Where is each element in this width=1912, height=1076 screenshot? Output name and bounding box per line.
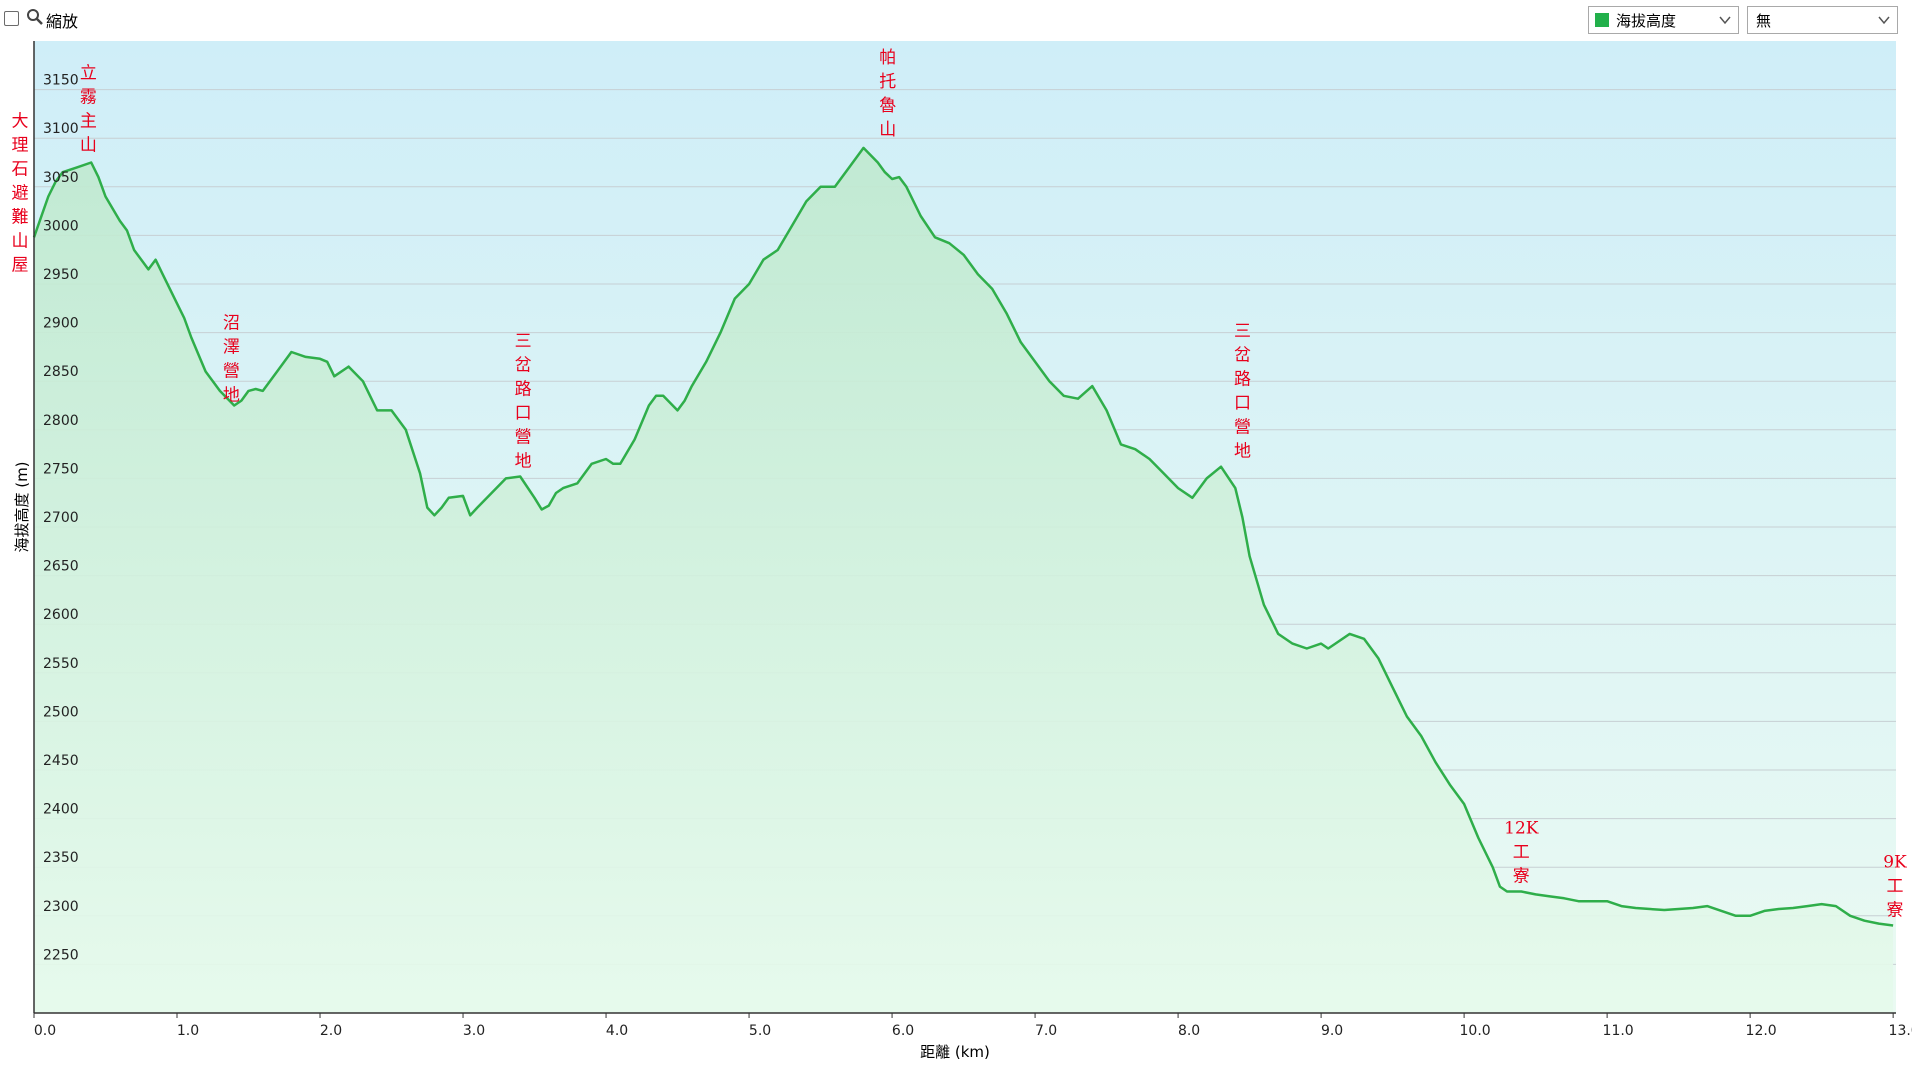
waypoint-label-char: 避 [12, 184, 29, 204]
waypoint-label-char: 石 [12, 160, 29, 180]
x-tick-label: 8.0 [1178, 1023, 1200, 1039]
waypoint-label-char: 12K [1504, 819, 1539, 839]
x-tick-label: 11.0 [1603, 1023, 1634, 1039]
waypoint-label-char: 口 [1234, 394, 1251, 414]
elevation-line [32, 146, 1894, 927]
x-tick-label: 0.0 [34, 1023, 56, 1039]
x-tick-label: 4.0 [606, 1023, 628, 1039]
chevron-down-icon [1878, 16, 1890, 25]
x-tick-label: 12.0 [1746, 1023, 1777, 1039]
waypoint-label-char: 立 [80, 64, 97, 84]
waypoint-label-char: 岔 [515, 355, 532, 375]
waypoint-label-char: 山 [12, 232, 29, 252]
waypoint-label-char: 營 [1234, 418, 1251, 438]
y-tick-label: 2750 [43, 461, 79, 477]
waypoint-label-char: 帕 [879, 48, 896, 68]
y-tick-label: 3100 [43, 121, 79, 137]
waypoint-label-char: 澤 [223, 337, 240, 357]
waypoint-label-char: 山 [879, 120, 896, 140]
waypoint-label: 12K 工寮 [1504, 819, 1539, 887]
zoom-checkbox[interactable] [4, 11, 19, 26]
x-tick-label: 1.0 [177, 1023, 199, 1039]
y-tick-label: 2300 [43, 899, 79, 915]
waypoint-label-char: 難 [12, 208, 29, 228]
y-tick-label: 2400 [43, 802, 79, 818]
waypoint-label-char: 三 [1234, 322, 1251, 342]
x-axis-title: 距離 (km) [920, 1043, 990, 1061]
waypoint-label-char: 口 [515, 403, 532, 423]
waypoint-label-char: 工 [1513, 843, 1530, 863]
x-tick-label: 13.0 [1889, 1023, 1912, 1039]
waypoint-label-char: 沼 [223, 313, 240, 333]
y-tick-label: 2950 [43, 267, 79, 283]
toolbar: 縮放 海拔高度 無 [0, 0, 1912, 40]
y-tick-label: 2700 [43, 510, 79, 526]
chevron-down-icon [1719, 16, 1731, 25]
y-tick-label: 2650 [43, 559, 79, 575]
elevation-chart[interactable]: 2250 2300 2350 2400 2450 2500 2550 2600 2650 2700… [0, 40, 1912, 1076]
waypoint-label-char: 路 [515, 379, 532, 399]
waypoint-label-char: 托 [879, 72, 896, 92]
waypoint-label-char: 屋 [12, 256, 29, 276]
y-tick-label: 3050 [43, 170, 79, 186]
waypoint-label-char: 霧 [80, 88, 97, 108]
y-tick-label: 2850 [43, 364, 79, 380]
waypoint-label-char: 寮 [1513, 867, 1530, 887]
y-tick-label: 2550 [43, 656, 79, 672]
zoom-label: 縮放 [46, 12, 79, 31]
waypoint-label: 9K 工寮 [1883, 853, 1907, 921]
waypoint-label-char: 路 [1234, 370, 1251, 390]
y-tick-label: 2350 [43, 850, 79, 866]
x-tick-labels: 0.0 1.0 2.0 3.0 4.0 5.0 6.0 7.0 8.0 9.0 10.0 11.0 12… [33, 1013, 1912, 1039]
waypoint-label-char: 營 [223, 361, 240, 381]
x-tick-label: 3.0 [463, 1023, 485, 1039]
x-tick-label: 5.0 [749, 1023, 771, 1039]
waypoint-label-char: 山 [80, 136, 97, 156]
y-tick-label: 2900 [43, 316, 79, 332]
x-tick-label: 6.0 [892, 1023, 914, 1039]
x-tick-label: 10.0 [1460, 1023, 1491, 1039]
compare-select-value: 無 [1756, 12, 1772, 30]
waypoint-label-char: 主 [80, 112, 97, 132]
y-tick-label: 3000 [43, 218, 79, 234]
series-color-swatch [1595, 13, 1609, 27]
waypoint-label-char: 理 [12, 136, 29, 156]
y-tick-label: 3150 [43, 73, 79, 89]
axes-frame [33, 41, 1896, 1014]
compare-select[interactable]: 無 [1747, 6, 1898, 34]
waypoint-label-char: 大 [12, 112, 29, 132]
y-tick-label: 2450 [43, 753, 79, 769]
y-tick-label: 2250 [43, 947, 79, 963]
magnifier-icon [27, 9, 43, 25]
waypoint-label-char: 9K [1883, 853, 1907, 873]
series-select[interactable]: 海拔高度 [1588, 6, 1739, 34]
waypoint-label-char: 地 [223, 385, 240, 405]
waypoint-label-char: 地 [515, 451, 532, 471]
x-tick-label: 9.0 [1321, 1023, 1343, 1039]
y-tick-label: 2800 [43, 413, 79, 429]
y-tick-label: 2600 [43, 607, 79, 623]
y-tick-label: 2500 [43, 704, 79, 720]
waypoint-label-char: 三 [515, 331, 532, 351]
waypoint-label-char: 寮 [1887, 901, 1904, 921]
waypoint-label-char: 魯 [879, 96, 896, 116]
elevation-area-fill [34, 147, 1894, 1013]
y-axis-title: 海拔高度 (m) [13, 461, 31, 552]
x-tick-label: 7.0 [1035, 1023, 1057, 1039]
y-tick-labels: 2250 2300 2350 2400 2450 2500 2550 2600 2650 2700… [43, 73, 79, 964]
waypoint-label-char: 岔 [1234, 346, 1251, 366]
waypoint-label-char: 工 [1887, 877, 1904, 897]
x-tick-label: 2.0 [320, 1023, 342, 1039]
waypoint-label-char: 地 [1234, 442, 1251, 462]
waypoint-label-char: 營 [515, 427, 532, 447]
series-select-value: 海拔高度 [1616, 12, 1677, 30]
